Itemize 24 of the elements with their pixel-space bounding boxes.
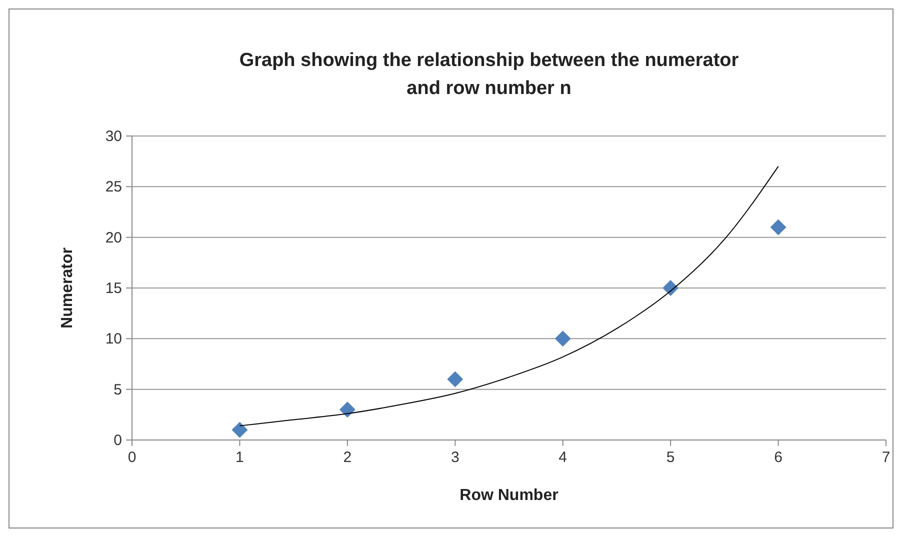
x-tick-label: 1 [236,449,244,466]
y-tick-label: 10 [105,330,122,348]
point [339,402,356,418]
x-tick-label: 0 [128,449,136,466]
point [662,280,679,296]
point [232,422,248,438]
y-tick-label: 5 [114,381,122,398]
x-tick-label: 5 [666,449,675,466]
y-axis-title: Numerator [59,248,76,328]
point [770,219,786,236]
x-tick-label: 2 [343,449,352,466]
point [554,330,571,347]
y-tick-label: 15 [105,280,122,297]
x-axis-title: Row Number [460,487,558,504]
x-tick-label: 6 [774,449,782,466]
x-tick-label: 4 [558,449,568,466]
y-tick-label: 0 [114,432,122,449]
y-tick-label: 20 [105,229,122,246]
x-tick-label: 7 [882,449,890,466]
y-tick-label: 25 [105,178,122,196]
y-tick-label: 30 [105,128,122,145]
x-tick-label: 3 [450,449,460,466]
point [447,371,464,388]
chart-title: Graph showing the relationship between the numerator and row number n [239,50,740,99]
